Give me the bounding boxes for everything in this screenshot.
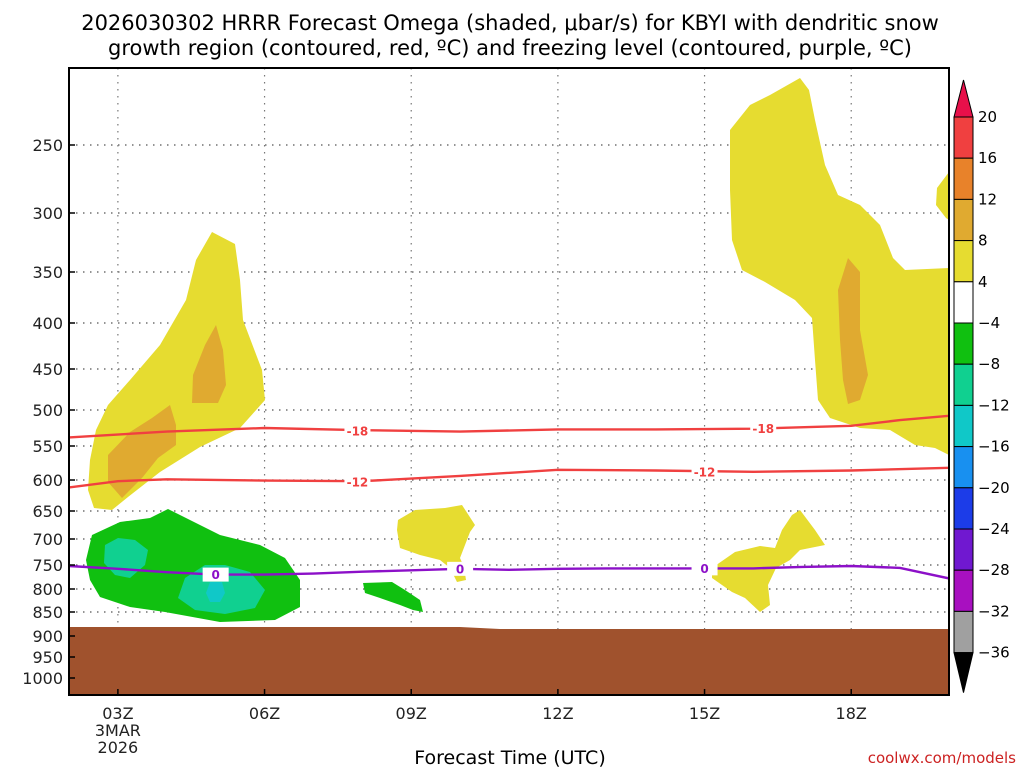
y-tick-label: 250 [32,136,63,155]
contour-label: -18 [752,422,774,436]
colorbar-label: 16 [978,149,997,167]
colorbar-box [953,157,974,200]
omega-area-orange-right [838,258,868,404]
colorbar-label: 8 [978,232,988,250]
contour-label: 0 [456,562,464,576]
colorbar-bottom-arrow [953,652,974,693]
colorbar-box [953,487,974,530]
contour-line [69,466,949,489]
y-tick-label: 550 [32,437,63,456]
colorbar-box [953,569,974,612]
colorbar-box [953,198,974,242]
omega-area-orange-left-lower [108,405,176,498]
colorbar-label: −16 [978,438,1010,456]
contour-label-background [691,464,718,479]
contour-label-background [344,474,371,489]
colorbar-box [953,240,974,283]
x-tick-label: 03Z [102,704,133,723]
x-tick-date: 3MAR [95,721,141,740]
colorbar-box [953,610,974,654]
contour-label: 0 [700,562,708,576]
colorbar-label: 4 [978,273,988,291]
colorbar-label: −20 [978,479,1010,497]
contour-label-background [691,561,718,576]
y-tick-label: 1000 [22,669,63,688]
colorbar-label: −8 [978,355,1000,373]
colorbar-top-arrow [953,79,974,118]
colorbar-box [953,281,974,324]
omega-area-green-mid [363,582,423,612]
x-tick-label: 12Z [542,704,573,723]
omega-area-cyan-core [206,582,225,602]
y-tick-label: 800 [32,580,63,599]
colorbar-box [953,116,974,159]
omega-area-yellow-right [730,78,949,455]
contour-label: -12 [694,465,716,479]
x-tick-label: 18Z [836,704,867,723]
chart-title-line-1: 2026030302 HRRR Forecast Omega (shaded, … [81,11,939,35]
colorbar-label: −28 [978,561,1010,579]
colorbar-box [953,404,974,448]
omega-area-yellow-right-low [712,510,825,612]
contour-label: -12 [347,475,369,489]
colorbar-label: −24 [978,520,1010,538]
y-tick-label: 650 [32,502,63,521]
y-tick-label: 900 [32,627,63,646]
x-tick-year: 2026 [98,738,139,757]
below-ground-terrain [69,627,949,695]
y-tick-label: 600 [32,471,63,490]
colorbar-box [953,363,974,406]
omega-area-yellow-right-edge [936,172,949,220]
chart-title-line-2: growth region (contoured, red, ºC) and f… [108,36,912,60]
y-tick-label: 500 [32,401,63,420]
y-tick-label: 300 [32,204,63,223]
contour-label: -18 [347,424,369,438]
y-tick-label: 850 [32,603,63,622]
contour-label-background [750,421,777,436]
contour-label: 0 [211,568,219,582]
colorbar: 20 16 12 8 4 −4 −8 −12 −16 −20 −24 −28 −32 −36 [953,79,1010,693]
x-tick-label: 09Z [396,704,427,723]
colorbar-label: −32 [978,602,1010,620]
y-tick-label: 700 [32,530,63,549]
colorbar-label: 20 [978,108,997,126]
colorbar-box [953,528,974,571]
axes: 250 300 350 400 450 500 550 600 650 700 750 800 850 9… [22,136,867,757]
contour-label-background [447,561,474,576]
x-tick-label: 15Z [689,704,720,723]
contour-label-background [344,423,371,438]
colorbar-box [953,446,974,489]
y-tick-label: 350 [32,263,63,282]
colorbar-label: −12 [978,396,1010,414]
contour-label-background [202,567,229,582]
x-axis-label: Forecast Time (UTC) [414,747,605,768]
temperature-contours: -18 -18 -12 -12 0 0 0 [69,414,949,582]
plot-frame [68,67,950,696]
contour-line [69,414,949,439]
x-tick-label: 06Z [249,704,280,723]
y-tick-label: 950 [32,648,63,667]
y-tick-label: 750 [32,556,63,575]
y-tick-label: 450 [32,360,63,379]
credit-text[interactable]: coolwx.com/models [868,749,1016,767]
colorbar-box [953,322,974,365]
colorbar-label: −4 [978,314,1000,332]
omega-area-orange-left-upper [192,325,226,403]
colorbar-label: 12 [978,190,997,208]
y-tick-label: 400 [32,314,63,333]
colorbar-label: −36 [978,644,1010,662]
